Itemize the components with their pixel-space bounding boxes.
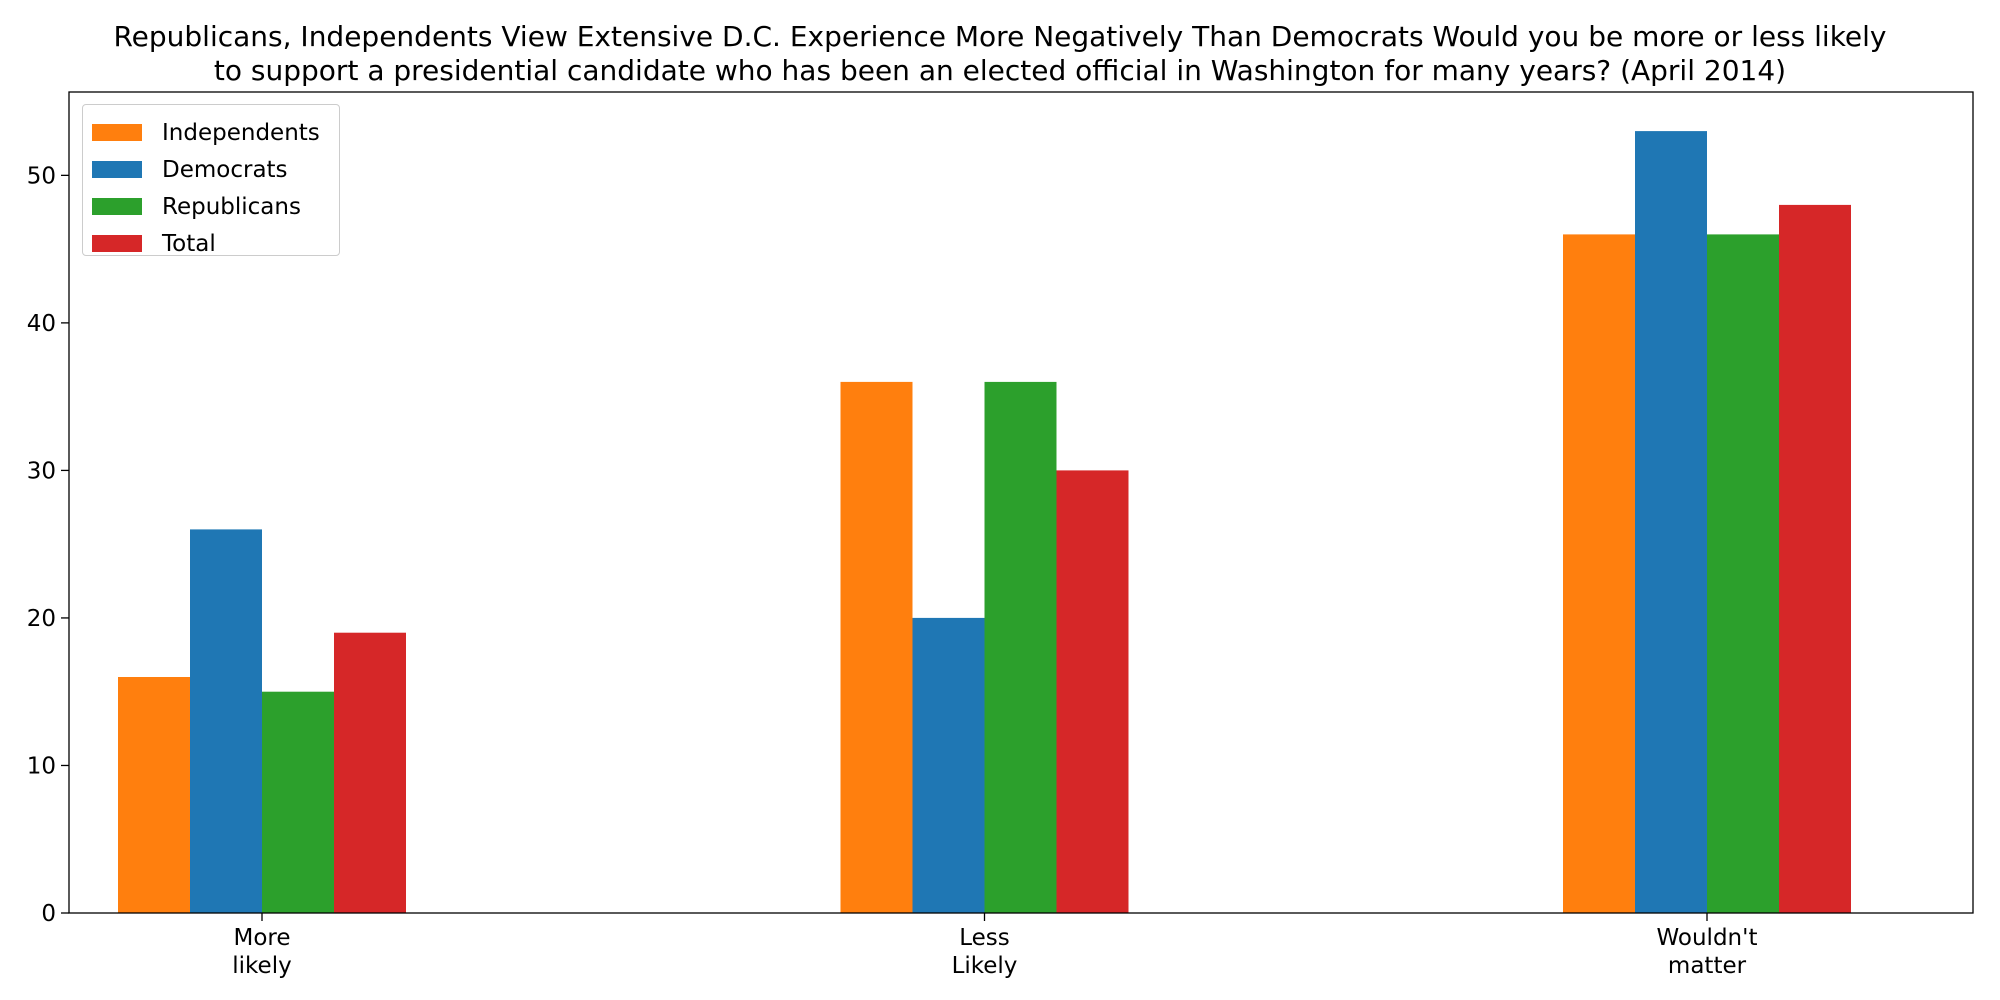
legend-item-total: Total xyxy=(92,225,339,262)
chart-title-line-2: to support a presidential candidate who … xyxy=(213,54,1787,87)
legend-swatch-democrats xyxy=(92,161,142,178)
bar-total-1 xyxy=(1056,470,1129,913)
x-tick-label-2-line-0: Wouldn't xyxy=(1657,925,1758,951)
y-axis: 0 10 20 30 40 50 xyxy=(27,163,69,927)
bar-republicans-2 xyxy=(1707,234,1779,913)
x-tick-label-0-line-1: likely xyxy=(232,953,291,979)
y-tick-label-30: 30 xyxy=(27,458,56,484)
bar-total-0 xyxy=(334,632,406,913)
bar-democrats-1 xyxy=(912,617,985,913)
bar-republicans-1 xyxy=(984,381,1057,913)
plot-area-frame xyxy=(68,91,1974,914)
y-tick-label-10: 10 xyxy=(27,753,56,779)
y-tick-label-0: 0 xyxy=(41,901,56,927)
legend-label-independents: Independents xyxy=(162,119,320,146)
x-tick-label-1-line-0: Less xyxy=(959,925,1010,951)
bar-total-2 xyxy=(1779,204,1851,913)
bar-democrats-0 xyxy=(190,529,262,913)
legend: Independents Democrats Republicans Total xyxy=(82,104,340,257)
legend-swatch-republicans xyxy=(92,198,142,215)
chart-title-line-1: Republicans, Independents View Extensive… xyxy=(113,20,1887,53)
bar-independents-1 xyxy=(840,381,913,913)
y-tick-label-40: 40 xyxy=(27,311,56,337)
y-tick-label-20: 20 xyxy=(27,606,56,632)
legend-item-independents: Independents xyxy=(92,114,339,151)
bar-independents-2 xyxy=(1563,234,1635,913)
x-tick-label-0-line-0: More xyxy=(233,925,290,951)
legend-swatch-total xyxy=(92,235,142,252)
legend-item-democrats: Democrats xyxy=(92,151,339,188)
chart-title: Republicans, Independents View Extensive… xyxy=(0,20,2000,88)
bars-group xyxy=(118,131,1851,914)
legend-label-democrats: Democrats xyxy=(162,156,288,183)
bar-republicans-0 xyxy=(262,691,334,913)
legend-label-total: Total xyxy=(162,230,216,257)
bar-independents-0 xyxy=(118,677,190,913)
legend-item-republicans: Republicans xyxy=(92,188,339,225)
legend-swatch-independents xyxy=(92,124,142,141)
x-tick-label-2-line-1: matter xyxy=(1668,953,1747,979)
x-tick-label-1-line-1: Likely xyxy=(952,953,1018,979)
bar-democrats-2 xyxy=(1635,131,1707,914)
y-tick-label-50: 50 xyxy=(27,163,56,189)
legend-label-republicans: Republicans xyxy=(162,193,301,220)
